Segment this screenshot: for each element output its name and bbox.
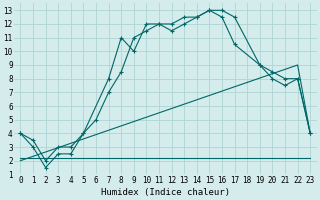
X-axis label: Humidex (Indice chaleur): Humidex (Indice chaleur) [101, 188, 230, 197]
